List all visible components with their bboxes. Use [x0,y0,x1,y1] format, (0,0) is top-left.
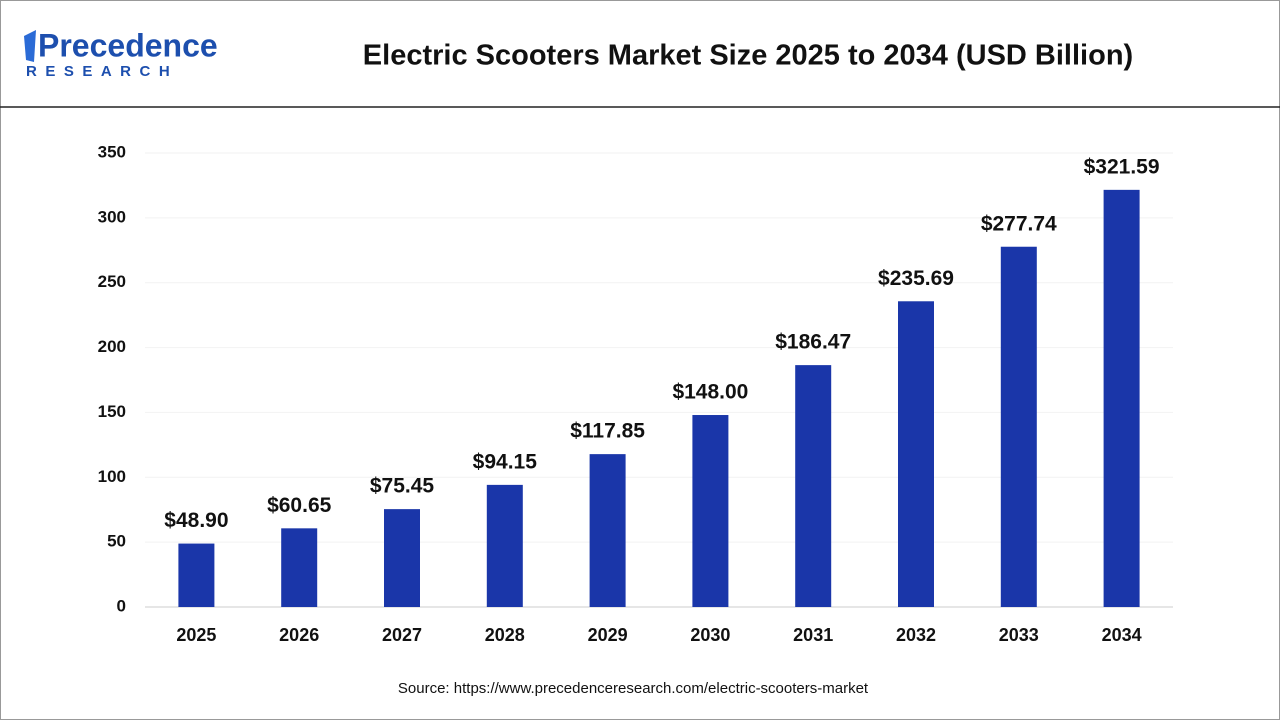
y-tick-label: 50 [107,532,126,551]
y-tick-label: 150 [98,402,126,421]
source: Source: https://www.precedenceresearch.c… [398,680,869,697]
value-label: $148.00 [672,381,748,404]
x-tick-label: 2032 [896,625,936,645]
y-tick-label: 350 [98,142,126,161]
y-tick-label: 250 [98,272,126,291]
value-label: $235.69 [878,267,954,290]
value-label: $48.90 [164,509,228,532]
value-label: $117.85 [570,420,645,443]
x-tick-label: 2028 [485,625,525,645]
logo-mark [24,30,36,62]
value-label: $60.65 [267,494,332,517]
x-tick-label: 2031 [793,625,833,645]
bar [589,454,626,607]
x-tick-label: 2030 [690,625,730,645]
y-tick-label: 200 [98,337,126,356]
x-tick-label: 2034 [1102,625,1142,645]
value-label: $94.15 [473,450,538,473]
bar [692,415,729,607]
x-tick-label: 2026 [279,625,319,645]
y-tick-label: 0 [117,596,126,615]
bar [795,365,832,607]
logo-tagline: RESEARCH [26,63,178,80]
logo-name: Precedence [38,27,218,63]
bar [384,509,420,607]
y-tick-label: 100 [98,467,126,486]
chart-title: Electric Scooters Market Size 2025 to 20… [363,40,1133,72]
bar [898,301,934,607]
value-label: $321.59 [1084,155,1160,178]
bar [281,528,318,607]
x-tick-label: 2025 [176,625,216,645]
x-tick-label: 2033 [999,625,1039,645]
bar [1103,189,1140,608]
value-label: $277.74 [981,212,1057,235]
bar [1000,246,1037,607]
x-tick-label: 2029 [588,625,628,645]
x-tick-label: 2027 [382,625,422,645]
y-tick-label: 300 [98,207,126,226]
bar [486,484,523,607]
value-label: $75.45 [370,475,435,498]
value-label: $186.47 [775,331,851,354]
bar [178,543,215,607]
